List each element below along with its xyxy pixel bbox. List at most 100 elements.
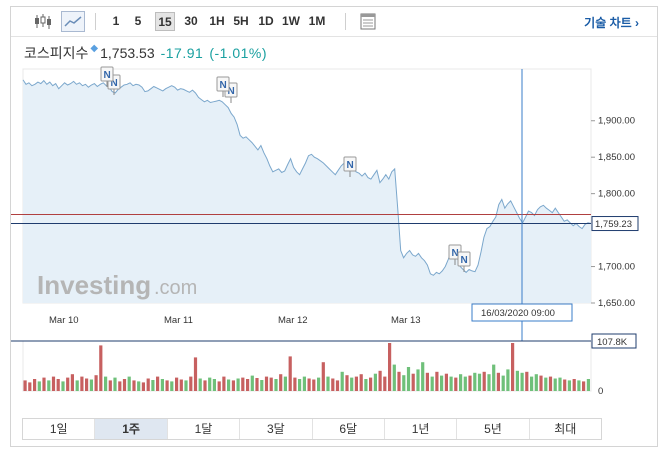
technical-chart-link[interactable]: 기술 차트 › <box>584 16 639 30</box>
range-tab-1[interactable]: 1주 <box>95 419 168 439</box>
volume-bar <box>354 376 358 391</box>
volume-bar <box>170 381 174 391</box>
volume-bar <box>274 379 278 391</box>
volume-bar <box>492 364 496 391</box>
news-marker-label[interactable]: N <box>452 248 459 259</box>
volume-bar <box>454 377 458 391</box>
volume-bar <box>435 371 439 391</box>
interval-button-1[interactable]: 1 <box>112 14 120 28</box>
volume-bar <box>80 376 84 391</box>
volume-bar <box>449 376 453 391</box>
volume-bar <box>383 376 387 391</box>
interval-button-1h[interactable]: 1H <box>209 14 225 28</box>
range-tab-2[interactable]: 1달 <box>168 419 241 439</box>
last-price: 1,753.53 <box>100 45 155 61</box>
live-indicator-icon: ◆ <box>90 43 99 54</box>
range-tab-6[interactable]: 5년 <box>457 419 530 439</box>
volume-bar <box>582 381 586 391</box>
volume-bar <box>321 362 325 391</box>
volume-bar <box>544 377 548 391</box>
volume-bar <box>421 362 425 391</box>
chart-widget: 1 5 15 30 1H 5H 1D 1W 1M 기술 차트 › 코스피지수 ◆ 1,753.53-… <box>10 6 658 447</box>
news-marker[interactable] <box>457 251 471 267</box>
news-marker[interactable] <box>100 66 114 82</box>
candlestick-icon[interactable] <box>31 11 55 32</box>
news-marker-label[interactable]: N <box>347 160 354 171</box>
volume-bar <box>184 380 188 391</box>
volume-bar <box>572 379 576 391</box>
last-price-badge-label: 1,759.23 <box>595 219 632 230</box>
volume-bar <box>175 377 179 391</box>
news-marker-label[interactable]: N <box>111 78 118 89</box>
volume-bar <box>231 380 235 391</box>
volume-bar <box>104 376 108 391</box>
interval-button-1m[interactable]: 1M <box>308 14 326 28</box>
volume-bar <box>108 380 112 391</box>
range-tab-7[interactable]: 최대 <box>554 422 577 436</box>
volume-bar <box>198 378 202 391</box>
volume-bar <box>364 379 368 391</box>
volume-bar <box>444 373 448 391</box>
price-chart[interactable]: 1,900.00 1,850.00 1,800.00 1,700.00 1,650.00… <box>11 7 657 407</box>
volume-bar <box>586 379 590 391</box>
news-marker-label[interactable]: N <box>461 255 468 266</box>
range-tab-0[interactable]: 1일 <box>23 419 96 439</box>
volume-bar <box>227 379 231 391</box>
volume-bar <box>61 381 65 391</box>
volume-bar <box>193 357 198 391</box>
y-tick-label: 1,700.00 <box>598 262 635 273</box>
news-marker-label[interactable]: N <box>104 70 111 81</box>
table-icon[interactable] <box>356 11 380 32</box>
volume-bar <box>511 343 515 391</box>
news-marker[interactable] <box>216 76 230 92</box>
news-marker-label[interactable]: N <box>220 80 227 91</box>
news-marker[interactable] <box>343 156 357 172</box>
volume-bar <box>23 380 27 391</box>
volume-bar <box>89 379 93 391</box>
interval-button-5h[interactable]: 5H <box>233 14 249 28</box>
volume-bar <box>122 379 127 391</box>
volume-bar <box>42 377 46 391</box>
volume-bar <box>99 345 103 391</box>
interval-button-1w[interactable]: 1W <box>282 14 300 28</box>
volume-bar <box>501 375 505 391</box>
volume-bar <box>160 379 164 391</box>
quote-header: 코스피지수 ◆ 1,753.53 -17.91 (-1.01%) <box>24 43 267 63</box>
volume-bar <box>340 371 344 391</box>
volume-bar <box>482 371 486 391</box>
volume-bar <box>473 372 477 391</box>
line-chart-icon[interactable] <box>61 11 85 32</box>
volume-bar <box>293 377 297 391</box>
volume-bar <box>317 377 321 391</box>
volume-bar <box>406 367 411 391</box>
volume-bar <box>506 369 510 391</box>
interval-button-15[interactable]: 15 <box>155 12 175 31</box>
volume-bar <box>246 379 250 391</box>
volume-bar <box>440 375 444 391</box>
range-tab-4[interactable]: 6달 <box>313 419 385 439</box>
volume-bar <box>127 376 131 391</box>
volume-bar <box>307 378 311 391</box>
volume-bar <box>530 376 534 391</box>
interval-button-5[interactable]: 5 <box>134 14 142 28</box>
price-change-percent: (-1.01%) <box>209 45 267 61</box>
range-tab-3[interactable]: 3달 <box>240 419 313 439</box>
volume-bar <box>264 376 269 391</box>
volume-bar <box>373 373 377 391</box>
volume-bar <box>345 375 349 391</box>
volume-bar <box>468 375 472 391</box>
volume-bar <box>388 343 392 391</box>
volume-bar <box>51 376 56 391</box>
interval-button-1d[interactable]: 1D <box>258 14 274 28</box>
volume-bar <box>359 374 363 391</box>
volume-bar <box>378 370 382 391</box>
volume-max-label: 107.8K <box>597 337 628 348</box>
range-tab-5[interactable]: 1년 <box>385 419 458 439</box>
interval-button-30[interactable]: 30 <box>184 14 198 28</box>
volume-bar <box>279 374 283 391</box>
x-tick-label: Mar 12 <box>278 315 308 326</box>
volume-bar <box>477 373 482 391</box>
volume-bar <box>28 382 32 391</box>
news-marker-label[interactable]: N <box>228 86 235 97</box>
volume-bar <box>326 376 330 391</box>
